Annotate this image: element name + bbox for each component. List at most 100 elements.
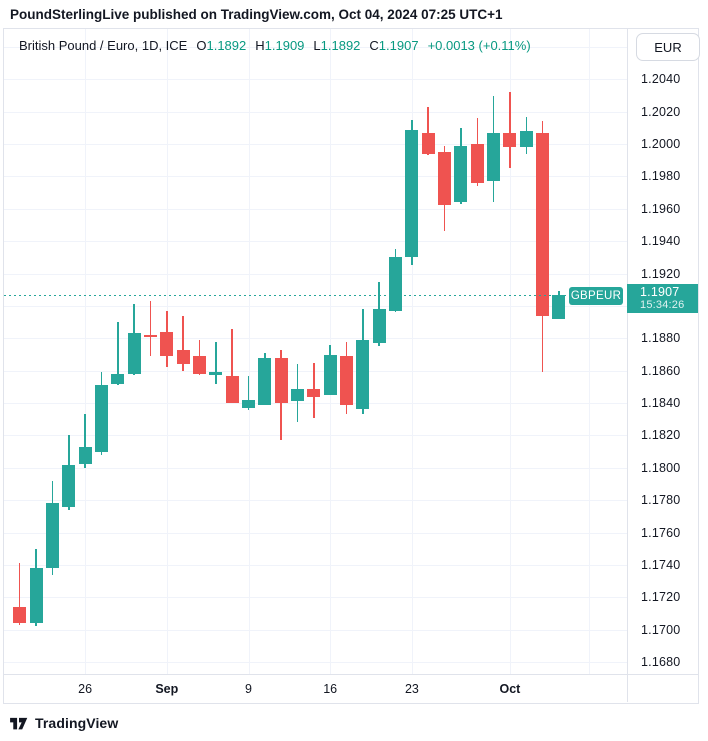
- ohlc-low: L1.1892: [313, 38, 361, 53]
- price-axis-label: 1.2040: [641, 72, 681, 87]
- vertical-gridline: [85, 29, 87, 674]
- horizontal-gridline: [4, 435, 627, 437]
- horizontal-gridline: [4, 370, 627, 372]
- candle-wick: [149, 301, 152, 356]
- time-axis-label: Sep: [155, 681, 179, 696]
- candle-body: [372, 309, 386, 344]
- time-axis-label: 23: [404, 681, 419, 696]
- candle-body: [421, 132, 435, 154]
- candle-body: [258, 357, 272, 405]
- footer: TradingView: [10, 712, 118, 734]
- candle-body: [454, 145, 468, 203]
- candle-body: [78, 446, 92, 465]
- price-axis-label: 1.1920: [641, 266, 681, 281]
- candle-body: [438, 152, 451, 206]
- symbol-price-line-label: GBPEUR: [569, 286, 623, 305]
- symbol-legend: British Pound / Euro, 1D, ICE O1.1892 H1…: [19, 38, 531, 53]
- candle-body: [209, 372, 223, 376]
- countdown-timer: 15:34:26: [640, 299, 685, 312]
- horizontal-gridline: [4, 403, 627, 404]
- horizontal-gridline: [4, 46, 627, 48]
- horizontal-gridline: [4, 597, 627, 599]
- candle-wick: [247, 375, 250, 410]
- horizontal-gridline: [4, 532, 627, 534]
- candle-body: [487, 132, 501, 182]
- candle-body: [552, 294, 566, 319]
- price-axis-label: 1.2000: [641, 137, 681, 151]
- candle-body: [111, 373, 125, 384]
- symbol-title[interactable]: British Pound / Euro, 1D, ICE: [19, 38, 188, 53]
- candle-body: [503, 132, 517, 148]
- candle-body: [274, 357, 288, 403]
- candle-body: [143, 335, 157, 337]
- price-axis-label: 1.1740: [641, 557, 681, 572]
- horizontal-gridline: [4, 500, 627, 502]
- time-axis-label: 9: [245, 681, 252, 696]
- price-axis-label: 1.1680: [641, 655, 681, 669]
- price-axis-label: 1.1940: [641, 234, 681, 249]
- candle-body: [356, 339, 370, 410]
- candle-body: [176, 349, 190, 365]
- candle-wick: [509, 92, 511, 169]
- candle-body: [29, 568, 43, 624]
- candle-body: [127, 333, 141, 374]
- vertical-gridline: [509, 29, 511, 674]
- price-axis-label: 1.1880: [641, 331, 681, 346]
- horizontal-gridline: [4, 564, 627, 566]
- last-price-value: 1.1907: [640, 285, 680, 300]
- candle-body: [225, 375, 239, 403]
- candle-wick: [182, 315, 184, 371]
- horizontal-gridline: [4, 144, 627, 145]
- time-axis-label: Oct: [499, 681, 521, 696]
- candle-body: [307, 388, 321, 397]
- candle-body: [13, 607, 27, 624]
- candle-body: [536, 132, 550, 316]
- time-axis[interactable]: 26 Sep 9 16 23 Oct: [4, 674, 698, 702]
- candle-body: [470, 144, 484, 183]
- price-axis-label: 1.1860: [641, 363, 681, 378]
- attribution-text: PoundSterlingLive published on TradingVi…: [10, 6, 503, 22]
- price-axis-label: 1.1760: [641, 525, 681, 540]
- candle-wick: [18, 563, 21, 625]
- candle-body: [389, 257, 402, 311]
- candle-body: [45, 503, 59, 569]
- price-axis[interactable]: 1.2040 1.2020 1.2000 1.1980 1.1960 1.1940 1.19…: [628, 29, 698, 674]
- price-change: +0.0013 (+0.11%): [427, 38, 531, 53]
- vertical-gridline: [589, 29, 590, 674]
- price-axis-label: 1.1840: [641, 396, 681, 410]
- last-price-axis-badge: 1.1907 15:34:26: [627, 284, 698, 314]
- chart-plot-area[interactable]: [4, 29, 627, 674]
- candle-body: [323, 354, 337, 395]
- horizontal-gridline: [4, 241, 627, 243]
- horizontal-gridline: [4, 629, 627, 631]
- price-axis-label: 1.1780: [641, 493, 681, 508]
- vertical-gridline: [248, 29, 250, 674]
- last-price-dotted-line: [4, 294, 569, 296]
- price-axis-label: 1.1980: [641, 169, 681, 184]
- price-axis-label: 1.2020: [641, 104, 681, 119]
- candle-wick: [117, 322, 119, 386]
- horizontal-gridline: [4, 79, 627, 81]
- tradingview-brand-text: TradingView: [35, 715, 119, 731]
- candle-body: [242, 399, 255, 408]
- candle-wick: [231, 328, 233, 404]
- tradingview-logo-icon: [10, 717, 28, 730]
- horizontal-gridline: [4, 662, 627, 663]
- candle-wick: [427, 106, 429, 156]
- price-axis-label: 1.1720: [641, 590, 681, 605]
- time-axis-label: 16: [323, 681, 338, 696]
- currency-toggle-button[interactable]: EUR: [636, 33, 700, 61]
- candle-body: [519, 131, 533, 148]
- candle-body: [160, 331, 174, 357]
- horizontal-gridline: [4, 273, 627, 275]
- vertical-gridline: [411, 29, 413, 674]
- horizontal-gridline: [4, 338, 627, 340]
- horizontal-gridline: [4, 176, 627, 178]
- ohlc-open: O1.1892: [196, 38, 247, 53]
- candle-body: [192, 356, 206, 374]
- ohlc-high: H1.1909: [255, 38, 305, 53]
- horizontal-gridline: [4, 305, 627, 307]
- price-axis-label: 1.1700: [641, 622, 681, 637]
- time-axis-label: 26: [78, 681, 93, 696]
- candle-body: [62, 464, 76, 507]
